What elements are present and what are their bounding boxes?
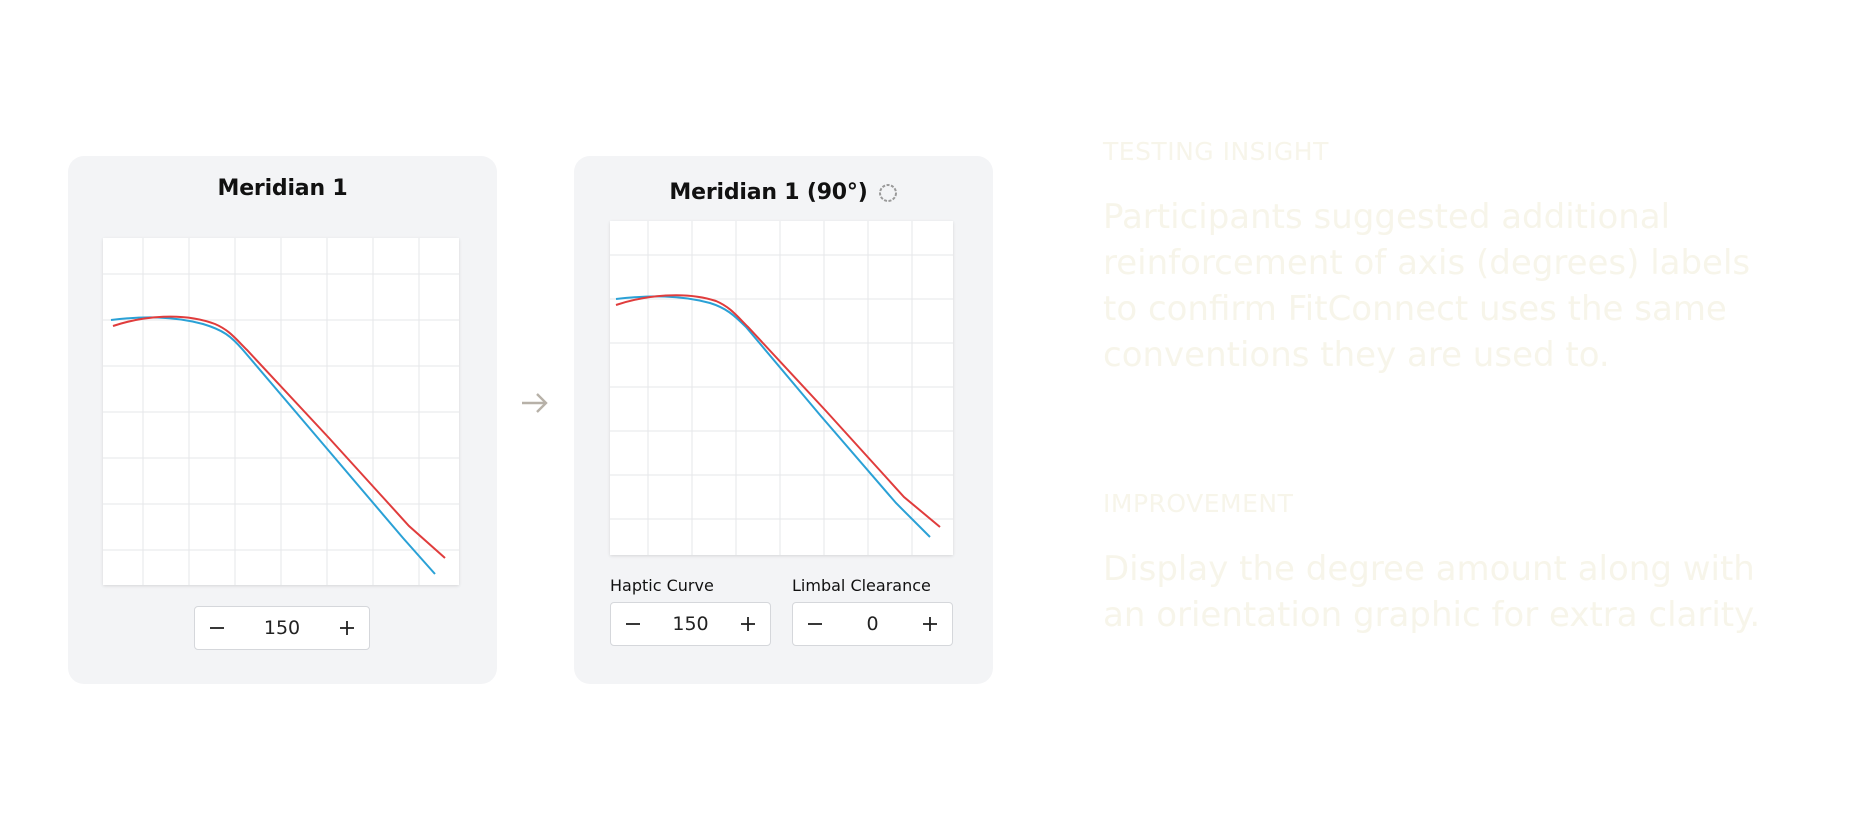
improvement-label: IMPROVEMENT [1103,489,1294,518]
curve-red [615,294,941,528]
stepper-value[interactable]: 150 [263,617,301,639]
curve-blue [615,295,931,538]
haptic-curve-stepper[interactable]: 150 [610,602,771,646]
rotation-indicator-icon [878,183,897,202]
curve-chart-svg-before [103,238,459,585]
plus-button[interactable] [726,603,770,645]
plus-icon [923,617,937,631]
minus-icon [808,623,822,625]
arrow-right-icon [522,393,548,413]
limbal-clearance-value[interactable]: 0 [866,613,879,635]
minus-button[interactable] [793,603,837,645]
limbal-clearance-stepper[interactable]: 0 [792,602,953,646]
testing-insight: TESTING INSIGHT Participants suggested a… [1103,137,1783,378]
meridian-card-before: Meridian 1 [68,156,497,684]
plus-button[interactable] [325,607,369,649]
minus-button[interactable] [195,607,239,649]
curve-red [112,315,446,559]
improvement-body: Display the degree amount along with an … [1103,549,1761,635]
plus-icon [741,617,755,631]
curve-chart-after [610,221,953,555]
curve-chart-before [103,238,459,585]
meridian-title-after: Meridian 1 (90°) [669,180,868,205]
minus-icon [210,627,224,629]
haptic-curve-label: Haptic Curve [610,576,714,595]
curve-blue [110,316,436,575]
curve-chart-svg-after [610,221,953,555]
plus-button[interactable] [908,603,952,645]
testing-insight-body: Participants suggested additional reinfo… [1103,197,1751,375]
haptic-curve-value[interactable]: 150 [672,613,709,635]
limbal-clearance-label: Limbal Clearance [792,576,931,595]
minus-icon [626,623,640,625]
improvement: IMPROVEMENT Display the degree amount al… [1103,489,1783,638]
testing-insight-label: TESTING INSIGHT [1103,137,1329,166]
haptic-stepper-before[interactable]: 150 [194,606,370,650]
meridian-title-after-row: Meridian 1 (90°) [574,180,993,205]
meridian-title-before: Meridian 1 [217,176,348,201]
plus-icon [340,621,354,635]
minus-button[interactable] [611,603,655,645]
meridian-card-after: Meridian 1 (90°) [574,156,993,684]
